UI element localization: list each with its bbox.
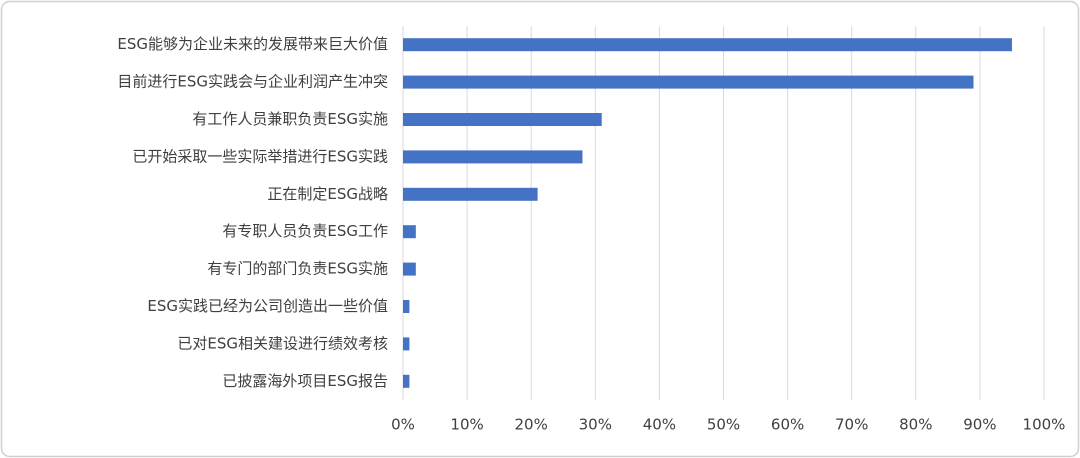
bar xyxy=(403,113,602,126)
bar xyxy=(403,75,974,89)
y-tick-label: 有专职人员负责ESG工作 xyxy=(222,222,388,240)
x-tick-label: 60% xyxy=(771,416,804,434)
y-tick-label: 目前进行ESG实践会与企业利润产生冲突 xyxy=(117,73,388,91)
y-tick-label: ESG实践已经为公司创造出一些价值 xyxy=(147,297,388,315)
x-tick-label: 50% xyxy=(707,416,740,434)
y-tick-label: 正在制定ESG战略 xyxy=(267,185,388,203)
x-tick-label: 0% xyxy=(391,416,415,434)
bar xyxy=(403,262,416,276)
bar xyxy=(403,150,583,164)
x-tick-label: 90% xyxy=(963,416,996,434)
bar xyxy=(403,38,1012,52)
x-tick-label: 100% xyxy=(1023,416,1066,434)
bar xyxy=(403,337,410,351)
bar xyxy=(403,225,416,239)
x-tick-label: 70% xyxy=(835,416,868,434)
x-tick-label: 10% xyxy=(450,416,483,434)
y-tick-label: ESG能够为企业未来的发展带来巨大价值 xyxy=(117,35,388,53)
x-tick-label: 80% xyxy=(899,416,932,434)
y-tick-label: 有工作人员兼职负责ESG实施 xyxy=(192,110,388,128)
y-tick-label: 已开始采取一些实际举措进行ESG实践 xyxy=(132,147,388,165)
bar xyxy=(403,300,410,313)
x-tick-label: 30% xyxy=(579,416,612,434)
bar xyxy=(403,374,410,388)
x-tick-label: 20% xyxy=(515,416,548,434)
bar xyxy=(403,187,538,201)
y-tick-label: 已对ESG相关建设进行绩效考核 xyxy=(177,334,388,352)
x-tick-label: 40% xyxy=(643,416,676,434)
y-tick-label: 已披露海外项目ESG报告 xyxy=(222,372,388,390)
y-tick-label: 有专门的部门负责ESG实施 xyxy=(207,260,388,278)
